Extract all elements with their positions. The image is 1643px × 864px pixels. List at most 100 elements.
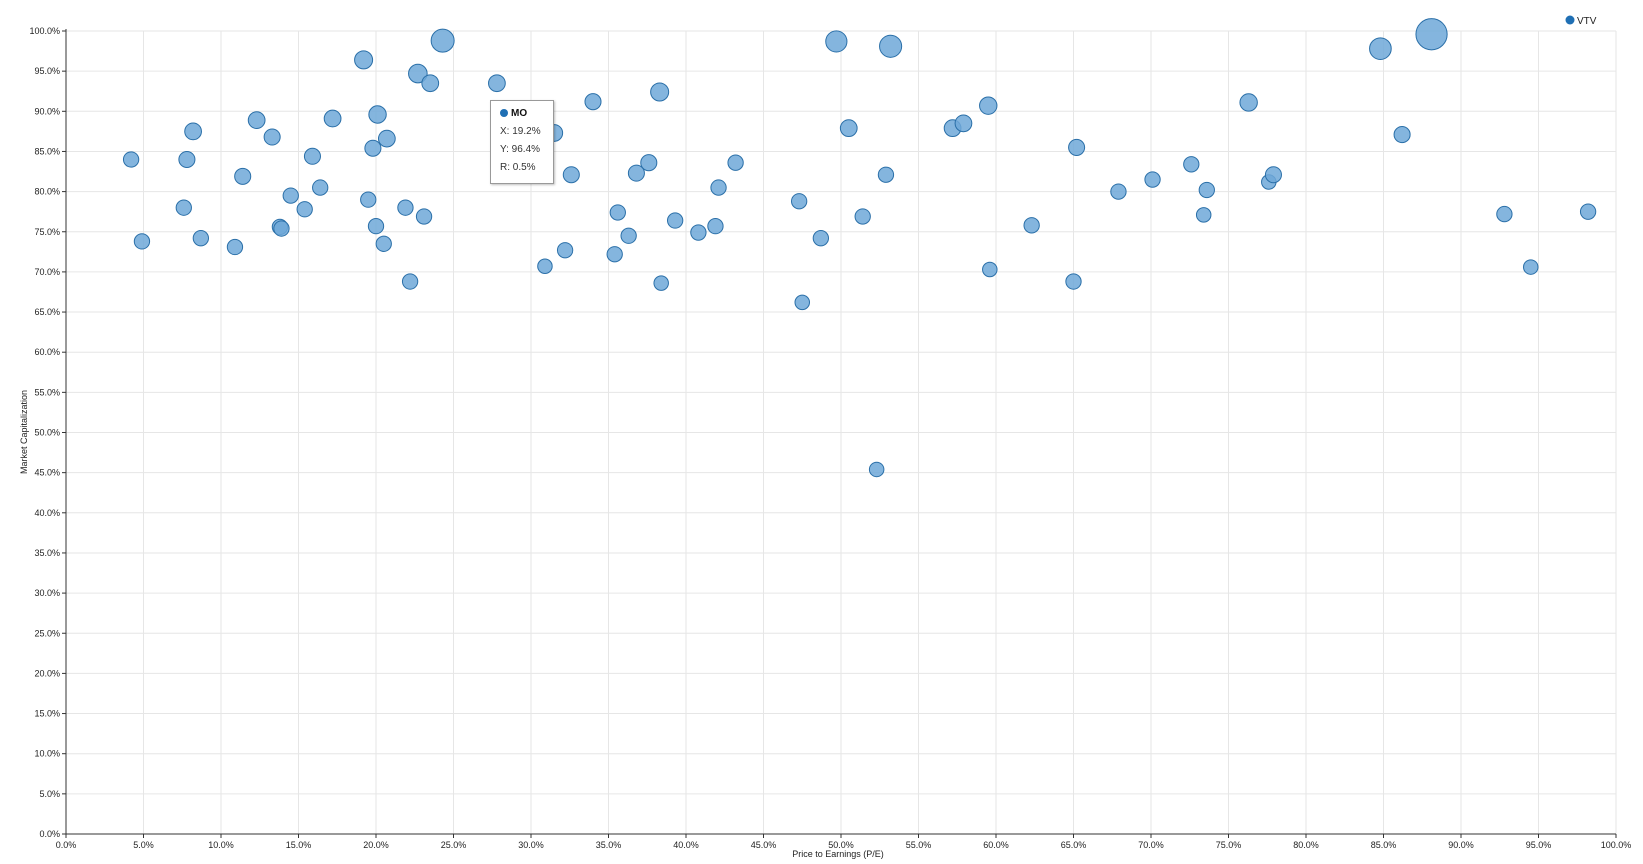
x-tick-label: 80.0% <box>1293 840 1319 850</box>
data-point[interactable] <box>825 30 848 53</box>
data-point[interactable] <box>584 93 602 111</box>
data-point[interactable] <box>364 139 382 157</box>
x-tick-label: 100.0% <box>1601 840 1632 850</box>
x-tick-label: 35.0% <box>596 840 622 850</box>
x-tick-label: 10.0% <box>208 840 234 850</box>
data-point[interactable] <box>375 235 392 252</box>
data-point[interactable] <box>790 193 808 210</box>
x-tick-label: 95.0% <box>1526 840 1552 850</box>
data-point[interactable] <box>401 273 419 290</box>
data-point[interactable] <box>360 191 377 208</box>
data-point[interactable] <box>323 109 342 128</box>
data-point[interactable] <box>1393 126 1411 144</box>
data-point[interactable] <box>1415 18 1448 51</box>
data-point[interactable] <box>192 230 210 247</box>
data-point[interactable] <box>710 179 727 196</box>
data-point[interactable] <box>1579 203 1597 220</box>
x-tick-label: 20.0% <box>363 840 389 850</box>
data-point[interactable] <box>877 166 895 183</box>
data-point[interactable] <box>562 166 580 184</box>
x-tick-label: 0.0% <box>56 840 77 850</box>
y-tick-label: 90.0% <box>34 106 60 116</box>
y-tick-label: 45.0% <box>34 468 60 478</box>
tooltip-dot-icon <box>500 109 508 117</box>
data-point[interactable] <box>415 208 433 225</box>
data-point[interactable] <box>430 28 455 53</box>
data-point[interactable] <box>312 179 329 196</box>
data-point[interactable] <box>122 151 140 168</box>
tooltip: MO X: 19.2% Y: 96.4% R: 0.5% <box>490 100 554 184</box>
y-axis-title: Market Capitalization <box>19 390 29 474</box>
legend[interactable]: VTV <box>1565 15 1597 28</box>
data-point[interactable] <box>650 82 670 102</box>
data-point[interactable] <box>640 154 658 172</box>
x-tick-label: 75.0% <box>1216 840 1242 850</box>
data-point[interactable] <box>982 261 998 278</box>
data-point[interactable] <box>1183 156 1200 173</box>
data-point[interactable] <box>1369 37 1392 61</box>
data-point[interactable] <box>979 96 998 115</box>
data-point[interactable] <box>620 227 637 244</box>
data-point[interactable] <box>133 233 151 250</box>
data-point[interactable] <box>226 238 244 256</box>
data-point[interactable] <box>296 201 313 218</box>
data-point[interactable] <box>854 208 871 225</box>
data-point[interactable] <box>184 122 202 141</box>
data-point[interactable] <box>377 129 396 148</box>
data-point[interactable] <box>954 114 973 133</box>
data-point[interactable] <box>263 128 281 146</box>
tooltip-title: MO <box>511 108 528 119</box>
data-point[interactable] <box>1068 138 1086 156</box>
data-point[interactable] <box>1144 171 1161 188</box>
data-point[interactable] <box>727 154 744 171</box>
data-point[interactable] <box>303 147 321 165</box>
data-point[interactable] <box>397 199 414 216</box>
data-points <box>122 18 1597 478</box>
x-tick-label: 60.0% <box>983 840 1009 850</box>
data-point[interactable] <box>1264 166 1282 184</box>
data-point[interactable] <box>879 34 903 58</box>
data-point[interactable] <box>282 187 299 204</box>
data-point[interactable] <box>234 167 252 185</box>
data-point[interactable] <box>666 212 684 229</box>
data-point[interactable] <box>556 242 574 259</box>
data-point[interactable] <box>408 63 428 84</box>
y-tick-label: 55.0% <box>34 387 60 397</box>
data-point[interactable] <box>794 294 810 311</box>
data-point[interactable] <box>1065 273 1082 290</box>
data-point[interactable] <box>175 199 192 216</box>
data-point[interactable] <box>273 220 290 237</box>
data-point[interactable] <box>368 105 387 124</box>
data-point[interactable] <box>1523 259 1539 275</box>
tooltip-header: MO <box>500 105 544 123</box>
data-point[interactable] <box>868 461 885 478</box>
data-point[interactable] <box>1239 93 1258 112</box>
data-point[interactable] <box>537 258 553 275</box>
data-point[interactable] <box>653 275 669 291</box>
data-point[interactable] <box>1110 183 1127 200</box>
x-tick-label: 30.0% <box>518 840 544 850</box>
y-tick-label: 0.0% <box>39 829 60 839</box>
data-point[interactable] <box>1198 181 1215 199</box>
data-point[interactable] <box>609 204 626 221</box>
data-point[interactable] <box>178 150 196 169</box>
data-point[interactable] <box>247 111 266 130</box>
x-tick-label: 90.0% <box>1448 840 1474 850</box>
data-point[interactable] <box>1195 207 1212 223</box>
data-point[interactable] <box>421 74 440 93</box>
data-point[interactable] <box>707 217 724 235</box>
data-point[interactable] <box>812 230 830 247</box>
legend-label[interactable]: VTV <box>1577 16 1597 27</box>
data-point[interactable] <box>367 217 385 235</box>
data-point[interactable] <box>839 119 858 138</box>
data-point[interactable] <box>627 164 645 182</box>
data-point[interactable] <box>488 74 506 93</box>
y-tick-label: 5.0% <box>39 789 60 799</box>
x-tick-label: 45.0% <box>751 840 777 850</box>
data-point[interactable] <box>690 224 707 241</box>
data-point[interactable] <box>354 50 374 70</box>
data-point[interactable] <box>1023 217 1040 234</box>
x-tick-label: 70.0% <box>1138 840 1164 850</box>
data-point[interactable] <box>1496 205 1513 223</box>
data-point[interactable] <box>606 246 623 263</box>
